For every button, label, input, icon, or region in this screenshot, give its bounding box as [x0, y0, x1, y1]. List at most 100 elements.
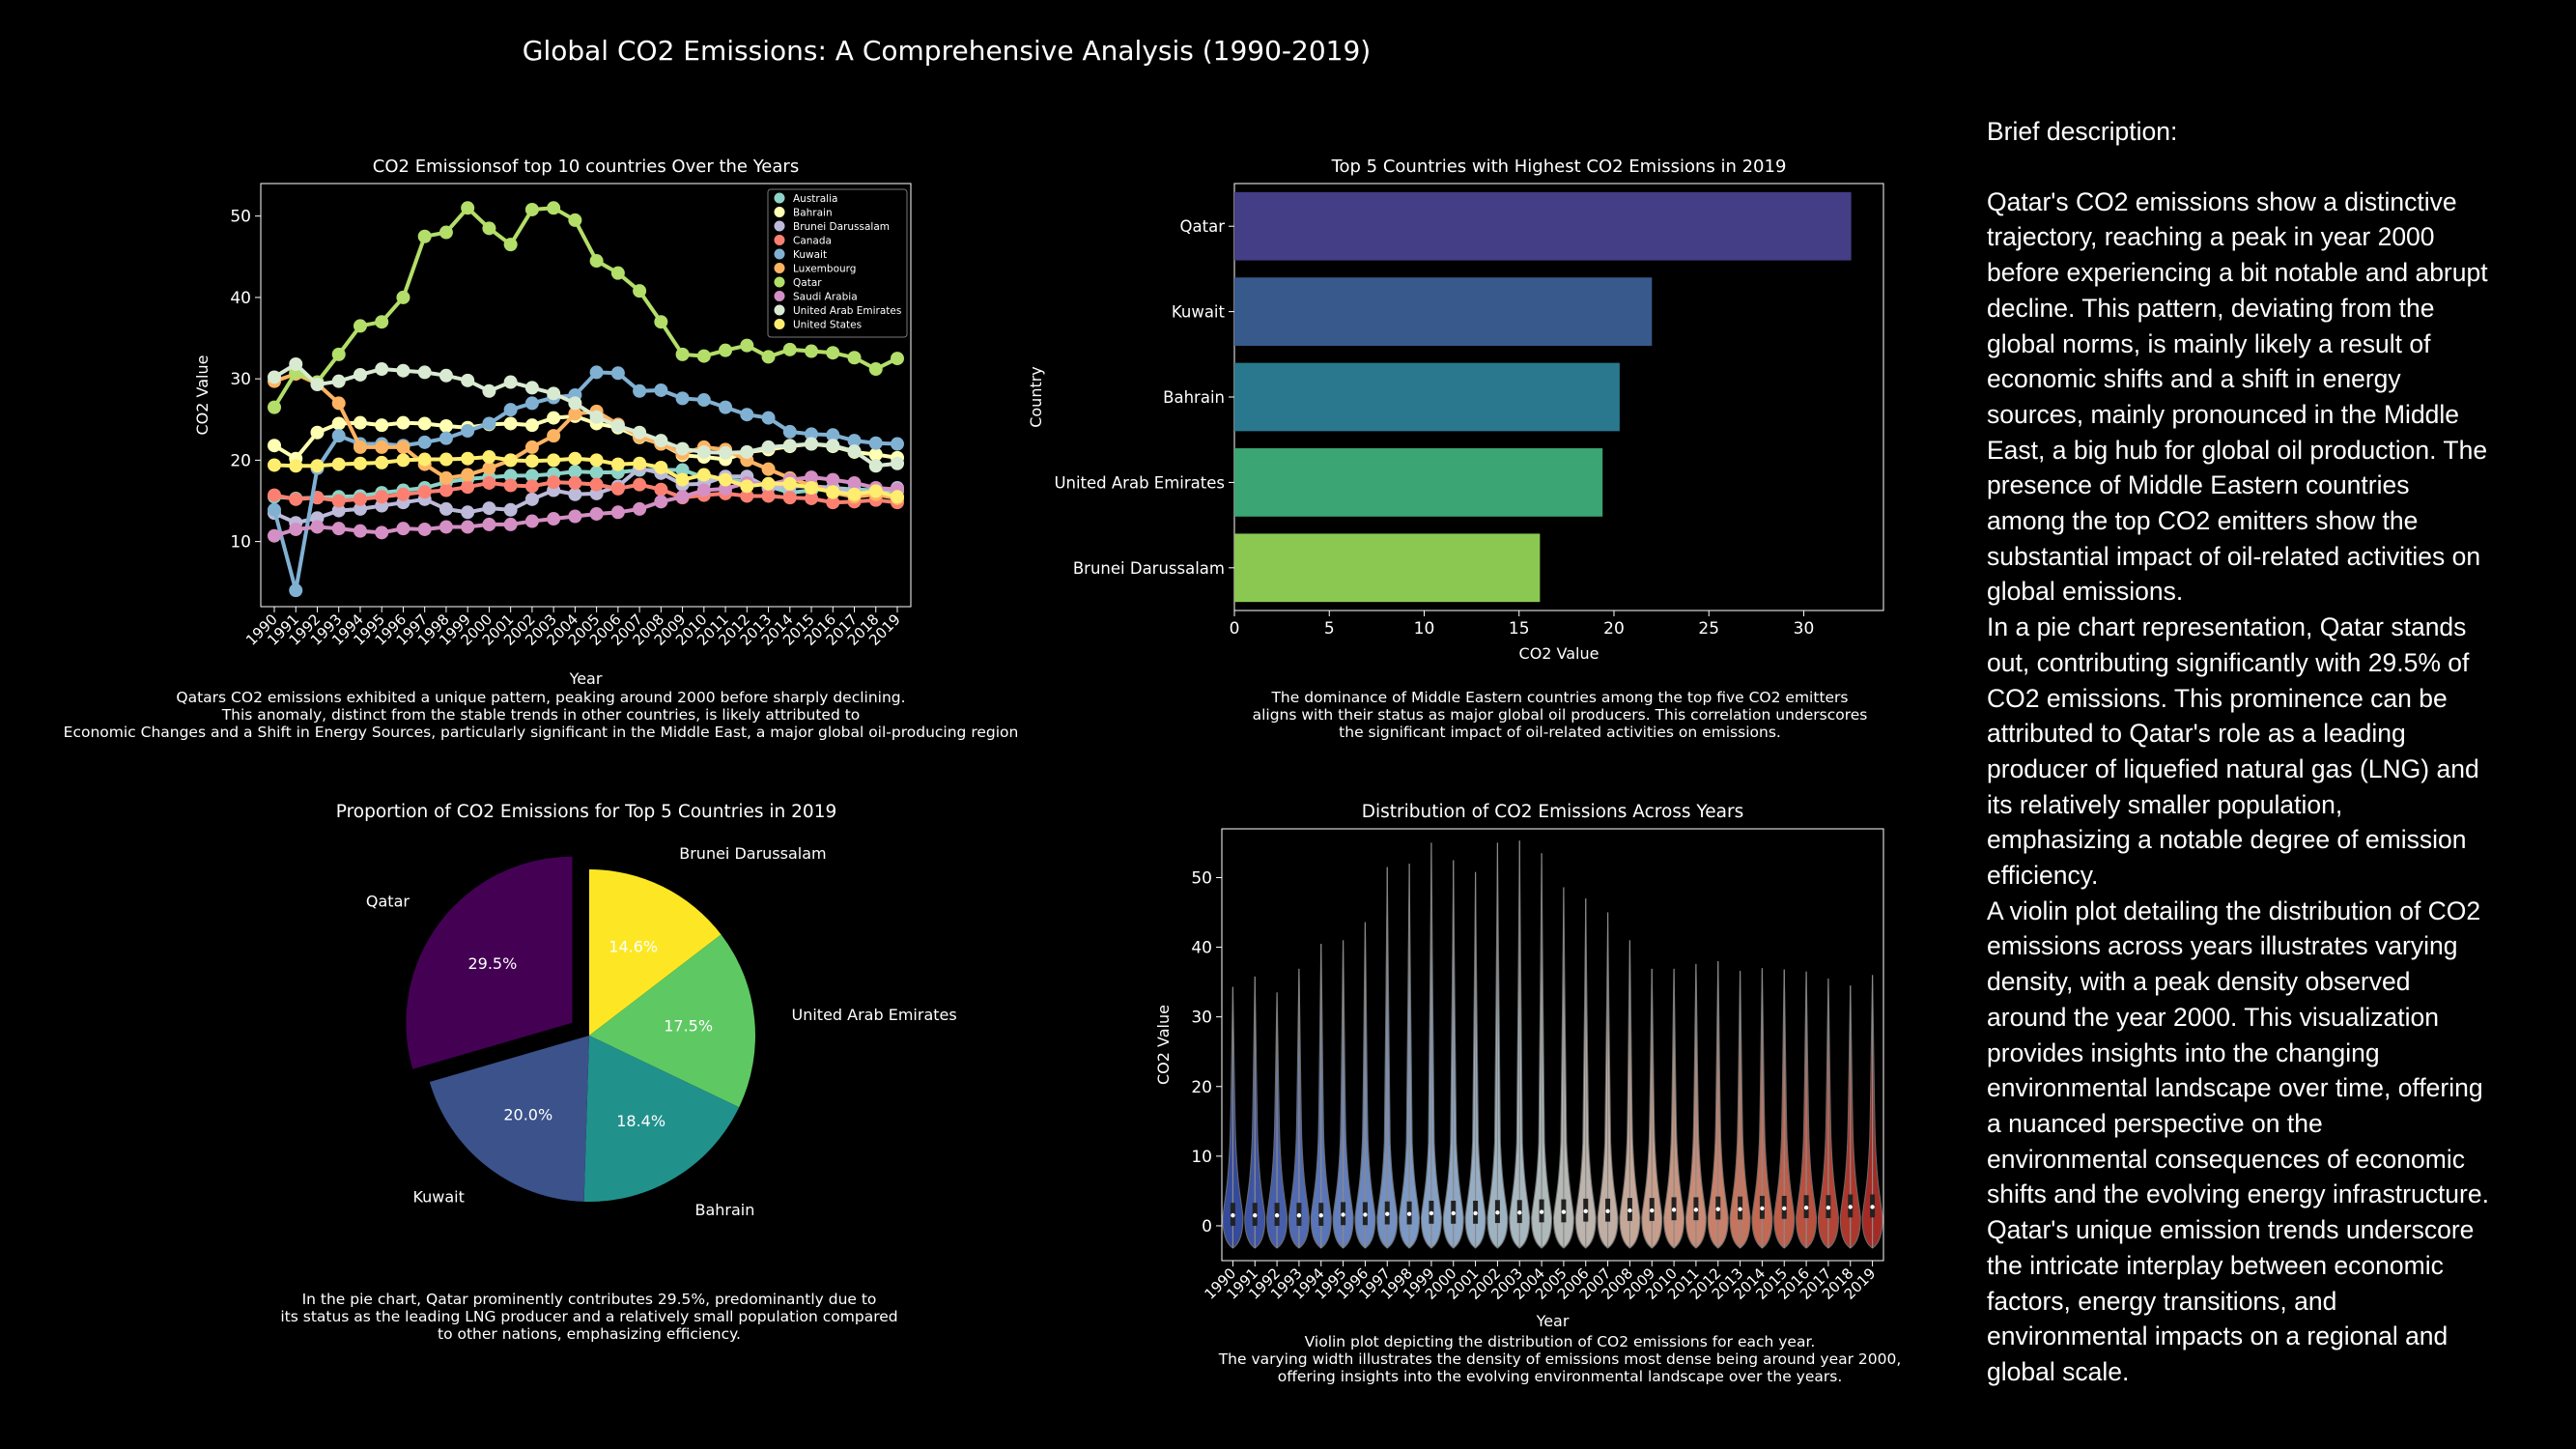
data-point — [482, 450, 496, 465]
pie-slice — [589, 869, 722, 1036]
series-line — [272, 413, 898, 462]
data-point — [482, 384, 496, 398]
data-point — [568, 509, 582, 524]
y-tick-label: 10 — [230, 533, 251, 553]
data-point — [782, 424, 797, 439]
data-point — [353, 319, 367, 333]
data-point — [461, 451, 475, 466]
legend-marker — [774, 263, 785, 273]
data-point — [396, 290, 410, 304]
data-point — [417, 452, 432, 467]
data-point — [524, 440, 539, 454]
data-point — [524, 202, 539, 216]
bar-category-label: Kuwait — [1172, 303, 1226, 322]
data-point — [524, 492, 539, 506]
data-point — [524, 418, 539, 433]
data-point — [654, 482, 668, 497]
violin-median — [1715, 1207, 1720, 1211]
data-point — [417, 435, 432, 449]
violin-chart-frame — [1221, 828, 1884, 1262]
data-point — [375, 490, 389, 504]
violin-median — [1429, 1210, 1434, 1216]
line-chart-title: CO2 Emissionsof top 10 countries Over th… — [373, 156, 799, 177]
description-heading: Brief description: — [1987, 117, 2178, 146]
data-point — [868, 447, 883, 462]
data-point — [461, 373, 475, 387]
data-point — [805, 470, 819, 485]
data-point — [482, 517, 496, 531]
data-point — [503, 403, 518, 417]
data-point — [268, 370, 281, 384]
data-point — [633, 501, 647, 516]
violin-median — [1583, 1208, 1588, 1214]
y-tick-label: 10 — [1191, 1148, 1212, 1167]
data-point — [589, 506, 604, 521]
data-point — [375, 418, 389, 433]
data-point — [353, 367, 367, 382]
data-point — [654, 495, 668, 509]
data-point — [633, 284, 647, 298]
data-point — [761, 489, 776, 503]
data-point — [268, 400, 281, 414]
data-point — [353, 501, 367, 516]
y-tick-label: 50 — [1191, 868, 1212, 888]
data-point — [289, 583, 303, 598]
data-point — [439, 225, 453, 240]
legend-marker — [774, 248, 785, 260]
data-point — [675, 441, 690, 456]
pie-category-label: United Arab Emirates — [792, 1006, 957, 1024]
violin-median — [1826, 1206, 1831, 1210]
data-point — [568, 396, 582, 411]
x-tick-label: 0 — [1230, 619, 1240, 639]
line-series — [268, 450, 904, 504]
data-point — [268, 439, 281, 453]
data-point — [503, 453, 518, 468]
data-point — [547, 386, 561, 401]
legend-label: Qatar — [793, 277, 822, 289]
bar — [1234, 362, 1620, 432]
data-point — [589, 453, 604, 468]
x-tick-label: 30 — [1794, 619, 1815, 639]
legend-marker — [774, 319, 785, 329]
data-point — [719, 400, 733, 414]
data-point — [719, 472, 733, 487]
x-tick-label: 10 — [1414, 619, 1435, 639]
data-point — [461, 201, 475, 215]
violin-median — [1406, 1211, 1412, 1216]
violin-median — [1738, 1207, 1742, 1211]
data-point — [289, 522, 303, 536]
data-point — [868, 484, 883, 498]
x-tick-label: 15 — [1509, 619, 1530, 639]
data-point — [417, 365, 432, 380]
legend-label: Bahrain — [793, 208, 833, 219]
data-point — [331, 374, 346, 388]
data-point — [826, 496, 840, 510]
legend-label: Brunei Darussalam — [793, 221, 890, 233]
data-point — [396, 453, 410, 468]
data-point — [547, 475, 561, 490]
legend-label: Kuwait — [793, 249, 827, 261]
data-point — [761, 440, 776, 454]
violin-median — [1517, 1210, 1522, 1215]
data-point — [375, 455, 389, 469]
legend-marker — [774, 220, 785, 232]
violin-median — [1561, 1209, 1567, 1214]
violin-median — [1363, 1212, 1368, 1217]
data-point — [675, 391, 690, 406]
data-point — [417, 416, 432, 431]
data-point — [503, 502, 518, 517]
data-point — [675, 463, 690, 477]
data-point — [805, 437, 819, 451]
data-point — [891, 456, 904, 470]
data-point — [610, 366, 625, 381]
legend-label: United States — [793, 320, 862, 331]
data-point — [524, 469, 539, 483]
data-point — [761, 476, 776, 491]
data-point — [353, 415, 367, 430]
violin-median — [1451, 1210, 1456, 1216]
data-point — [805, 491, 819, 505]
data-point — [439, 368, 453, 383]
data-point — [461, 520, 475, 534]
data-point — [633, 477, 647, 492]
violin-median — [1650, 1208, 1655, 1213]
